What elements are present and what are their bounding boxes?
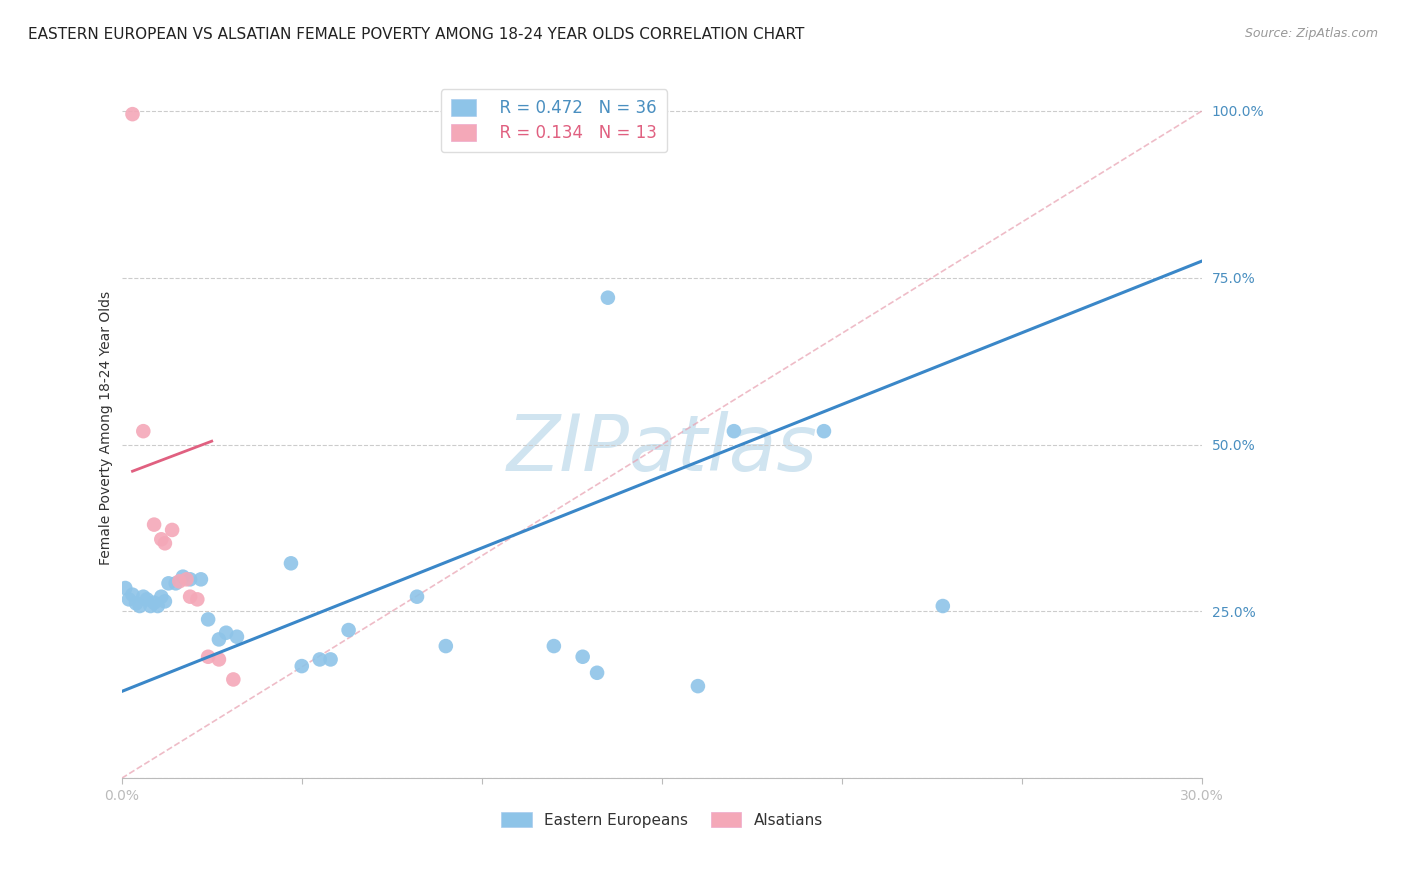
Point: [291, 659, 314, 673]
Point: [176, 572, 198, 586]
Point: [150, 590, 173, 604]
Point: [280, 557, 302, 571]
Point: [135, 592, 157, 607]
Point: [143, 517, 166, 532]
Point: [197, 649, 219, 664]
Point: [319, 652, 342, 666]
Point: [190, 572, 212, 586]
Point: [571, 649, 593, 664]
Point: [586, 665, 609, 680]
Point: [208, 632, 231, 647]
Point: [406, 590, 429, 604]
Point: [197, 612, 219, 626]
Text: ZIPatlas: ZIPatlas: [506, 411, 817, 487]
Point: [121, 107, 143, 121]
Point: [121, 588, 143, 602]
Point: [308, 652, 330, 666]
Point: [165, 576, 187, 591]
Point: [128, 599, 150, 613]
Text: EASTERN EUROPEAN VS ALSATIAN FEMALE POVERTY AMONG 18-24 YEAR OLDS CORRELATION CH: EASTERN EUROPEAN VS ALSATIAN FEMALE POVE…: [28, 27, 804, 42]
Point: [132, 590, 155, 604]
Point: [222, 673, 245, 687]
Point: [150, 533, 173, 547]
Point: [543, 639, 565, 653]
Point: [215, 625, 238, 640]
Point: [179, 590, 201, 604]
Point: [226, 630, 249, 644]
Legend: Eastern Europeans, Alsatians: Eastern Europeans, Alsatians: [495, 805, 830, 834]
Y-axis label: Female Poverty Among 18-24 Year Olds: Female Poverty Among 18-24 Year Olds: [100, 291, 114, 565]
Point: [169, 574, 191, 589]
Point: [686, 679, 709, 693]
Point: [153, 536, 176, 550]
Point: [114, 581, 136, 595]
Point: [337, 623, 360, 637]
Point: [813, 424, 835, 438]
Point: [932, 599, 955, 613]
Point: [434, 639, 457, 653]
Point: [125, 596, 148, 610]
Point: [208, 652, 231, 666]
Point: [146, 599, 169, 613]
Point: [186, 592, 208, 607]
Point: [179, 572, 201, 586]
Point: [153, 594, 176, 608]
Point: [172, 569, 194, 583]
Point: [139, 599, 162, 613]
Point: [160, 523, 183, 537]
Point: [132, 424, 155, 438]
Point: [118, 592, 141, 607]
Point: [596, 291, 619, 305]
Point: [157, 576, 180, 591]
Point: [723, 424, 745, 438]
Text: Source: ZipAtlas.com: Source: ZipAtlas.com: [1244, 27, 1378, 40]
Point: [143, 596, 166, 610]
